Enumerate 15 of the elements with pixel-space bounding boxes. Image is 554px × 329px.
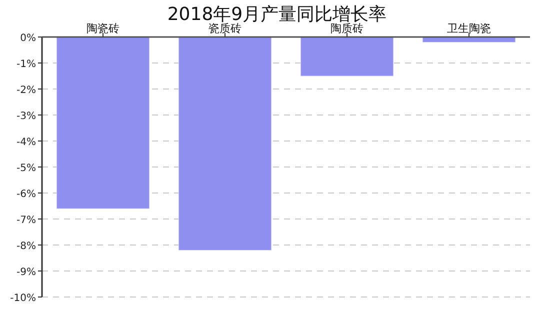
y-tick-label: -5% [16,163,36,174]
y-tick-label: 0% [20,33,36,44]
y-tick-label: -4% [16,137,36,148]
x-tick-label: 瓷质砖 [208,22,242,35]
y-tick-label: -2% [16,85,36,96]
y-tick-label: -3% [16,111,36,122]
y-tick-label: -9% [16,267,36,278]
y-tick-label: -8% [16,241,36,252]
y-tick-label: -6% [16,189,36,200]
x-tick-label: 陶质砖 [330,22,364,35]
x-tick-label: 陶瓷砖 [86,22,120,35]
y-tick-label: -7% [16,215,36,226]
y-tick-label: -1% [16,59,36,70]
y-tick-label: -10% [10,293,36,304]
x-tick-label: 卫生陶瓷 [447,22,491,35]
